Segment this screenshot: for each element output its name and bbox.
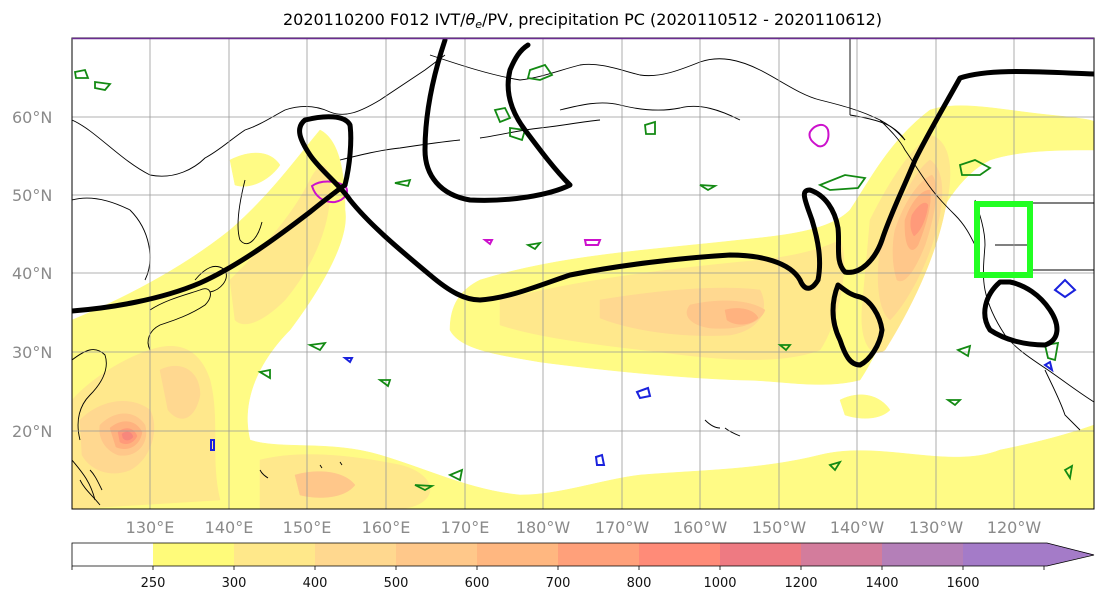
lat-label-40: 40°N: [12, 264, 52, 283]
green-contours: [73, 63, 1074, 492]
cb-label-1400: 1400: [865, 576, 898, 591]
colorbar-segment: [477, 543, 559, 566]
map-gridlines: [72, 38, 1094, 509]
lat-label-50: 50°N: [12, 186, 52, 205]
colorbar-labels: 250 300 400 500 600 700 800 1000 1200 14…: [141, 576, 980, 591]
lon-label-160e: 160°E: [362, 518, 411, 537]
colorbar: 250 300 400 500 600 700 800 1000 1200 14…: [71, 542, 1095, 591]
title-prefix: 2020110200 F012 IVT/: [282, 10, 466, 29]
pv-contours: [72, 38, 1094, 368]
highlight-box: [974, 201, 1033, 278]
lon-label-170w: 170°W: [595, 518, 650, 537]
blue-contours: [210, 278, 1077, 466]
lon-label-180w: 180°W: [516, 518, 571, 537]
colorbar-outline: [71, 542, 1095, 567]
lon-label-160w: 160°W: [673, 518, 728, 537]
cb-label-300: 300: [222, 576, 247, 591]
longitude-labels: 130°E 140°E 150°E 160°E 170°E 180°W 170°…: [126, 518, 1042, 537]
title-suffix: /PV, precipitation PC (2020110512 - 2020…: [482, 10, 883, 29]
colorbar-ticks: [71, 566, 1045, 570]
coastlines: [72, 38, 1094, 506]
cb-label-700: 700: [546, 576, 571, 591]
cb-label-1600: 1600: [946, 576, 979, 591]
lon-label-140w: 140°W: [830, 518, 885, 537]
cb-label-1200: 1200: [784, 576, 817, 591]
ivt-fill-800: [121, 431, 134, 441]
cb-label-250: 250: [141, 576, 166, 591]
colorbar-segment: [315, 543, 397, 566]
colorbar-segments: [72, 543, 1094, 566]
colorbar-extend-arrow: [963, 543, 1094, 566]
lon-label-170e: 170°E: [441, 518, 490, 537]
plot-area: [72, 38, 1094, 509]
colorbar-segment: [720, 543, 802, 566]
map-title: 2020110200 F012 IVT/θe/PV, precipitation…: [0, 10, 1105, 31]
lon-label-150w: 150°W: [752, 518, 807, 537]
colorbar-segment: [558, 543, 640, 566]
lon-label-140e: 140°E: [205, 518, 254, 537]
cb-label-1000: 1000: [703, 576, 736, 591]
lon-label-130w: 130°W: [909, 518, 964, 537]
latitude-labels: 60°N 50°N 40°N 30°N 20°N: [12, 108, 52, 441]
colorbar-segment: [234, 543, 316, 566]
cb-label-800: 800: [627, 576, 652, 591]
colorbar-segment: [72, 543, 154, 566]
lon-label-130e: 130°E: [126, 518, 175, 537]
colorbar-segment: [153, 543, 235, 566]
colorbar-segment: [639, 543, 721, 566]
lat-label-60: 60°N: [12, 108, 52, 127]
lat-label-30: 30°N: [12, 343, 52, 362]
colorbar-segment: [801, 543, 883, 566]
lon-label-120w: 120°W: [987, 518, 1042, 537]
cb-label-500: 500: [384, 576, 409, 591]
colorbar-segment: [396, 543, 478, 566]
ivt-filled-contours: [72, 105, 1094, 509]
title-theta: θe: [465, 10, 483, 31]
cb-label-400: 400: [303, 576, 328, 591]
cb-label-600: 600: [465, 576, 490, 591]
lat-label-20: 20°N: [12, 422, 52, 441]
lon-label-150e: 150°E: [283, 518, 332, 537]
colorbar-segment: [882, 543, 964, 566]
